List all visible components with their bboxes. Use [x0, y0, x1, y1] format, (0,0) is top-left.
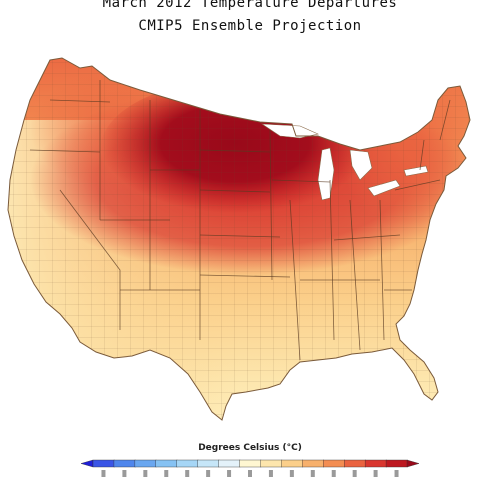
- legend-tick: [373, 470, 378, 477]
- legend-tick: [185, 470, 190, 477]
- legend-swatch: [323, 459, 345, 468]
- legend-swatch: [197, 459, 220, 468]
- legend-tick: [352, 470, 357, 477]
- legend-swatch: [385, 459, 408, 468]
- legend-swatch: [134, 459, 157, 468]
- legend-swatch: [260, 459, 283, 468]
- legend-swatch: [344, 459, 366, 468]
- legend-swatch: [80, 459, 94, 468]
- legend-title: Degrees Celsius (°C): [198, 443, 302, 453]
- us-border: [7, 57, 471, 421]
- lake-ontario: [403, 165, 429, 177]
- legend-swatch: [176, 459, 199, 468]
- legend-tick: [164, 470, 169, 477]
- legend-swatch: [406, 459, 420, 468]
- legend-tick: [248, 470, 252, 477]
- legend-swatch: [364, 459, 387, 468]
- legend-swatch: [92, 459, 115, 468]
- legend-tick: [206, 470, 211, 477]
- legend-tick: [310, 470, 315, 477]
- great-lakes: [260, 123, 429, 201]
- legend-tick: [122, 470, 127, 477]
- legend-swatch: [218, 459, 241, 468]
- map-subtitle: CMIP5 Ensemble Projection: [138, 18, 362, 34]
- map-title: March 2012 Temperature Departures: [102, 0, 398, 11]
- legend-swatch: [302, 459, 324, 468]
- legend-swatch: [155, 459, 178, 468]
- temperature-fill-layer: [8, 58, 470, 420]
- legend-tick: [394, 470, 399, 477]
- lake-erie: [367, 179, 401, 197]
- legend-tick: [268, 470, 273, 477]
- legend-tick: [289, 470, 294, 477]
- us-temperature-map: [0, 40, 500, 440]
- color-legend: [80, 459, 420, 477]
- legend-swatch: [281, 459, 304, 468]
- legend-tick: [227, 470, 232, 477]
- legend-tick: [143, 470, 148, 477]
- legend-swatch: [239, 459, 262, 468]
- legend-tick: [331, 470, 336, 477]
- legend-swatch: [113, 459, 136, 468]
- state-borders: [29, 80, 451, 361]
- lake-huron: [349, 149, 373, 181]
- legend-tick: [101, 470, 106, 477]
